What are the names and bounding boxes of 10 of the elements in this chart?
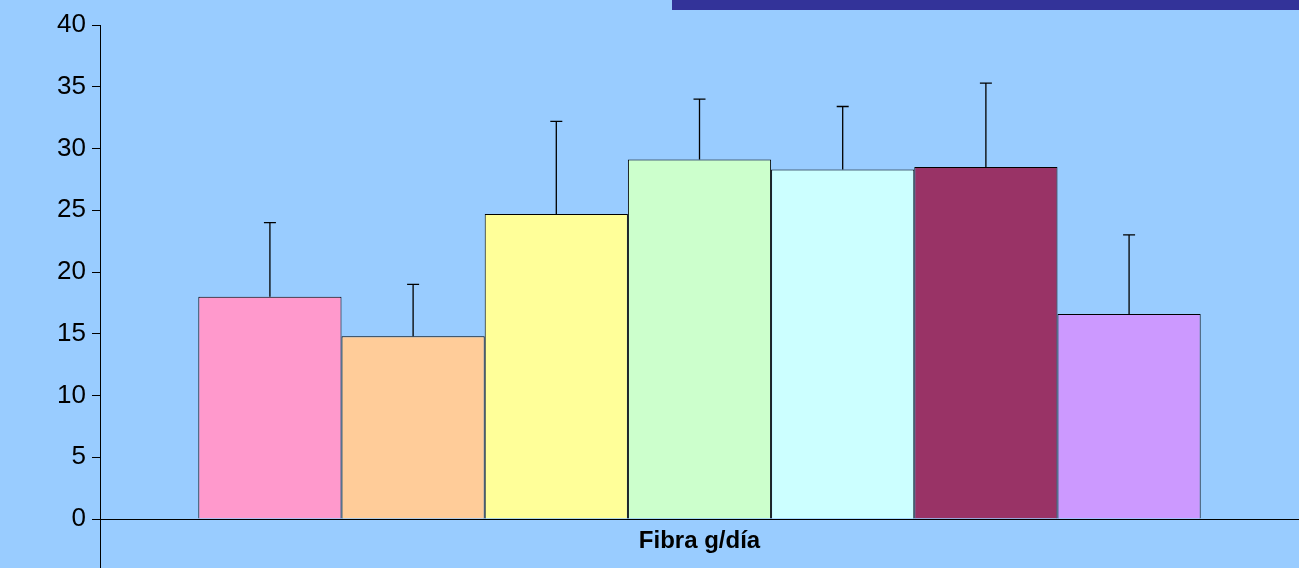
y-tick-label: 30 xyxy=(57,131,86,162)
y-tick-label: 35 xyxy=(57,69,86,100)
x-tick-label: Fibra g/día xyxy=(638,526,761,554)
y-tick-label: 40 xyxy=(57,8,86,39)
y-tick-label: 25 xyxy=(57,193,86,224)
y-tick-label: 5 xyxy=(71,440,86,471)
y-tick-label: 0 xyxy=(71,502,86,533)
y-tick-label: 20 xyxy=(57,255,86,286)
y-tick-label: 10 xyxy=(57,378,86,409)
y-tick-label: 15 xyxy=(57,316,86,347)
